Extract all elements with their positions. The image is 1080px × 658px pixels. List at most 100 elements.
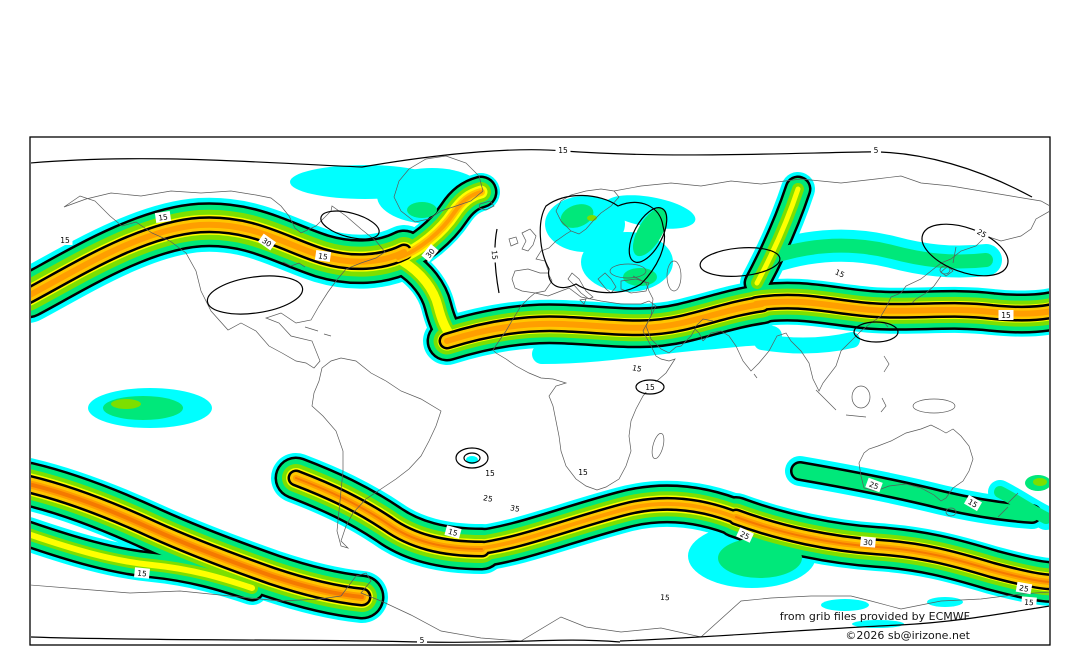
coastline	[492, 287, 676, 491]
svg-text:15: 15	[158, 212, 169, 222]
spread-contour	[539, 194, 665, 294]
svg-text:25: 25	[739, 529, 752, 541]
contour-label: 15	[998, 310, 1014, 320]
svg-text:15: 15	[60, 236, 70, 245]
coastline	[851, 385, 871, 409]
contour-label: 25	[736, 527, 754, 543]
contour-label: 15	[575, 467, 591, 477]
wind-speed-band	[396, 190, 483, 260]
wind-speed-band	[31, 482, 364, 599]
wind-speed-patch	[718, 538, 802, 578]
coastline	[597, 272, 617, 294]
svg-text:15: 15	[558, 146, 568, 155]
coastline	[63, 190, 386, 369]
contour-label: 5	[417, 635, 427, 644]
contour-label: 15	[482, 468, 498, 478]
contour-label: 35	[506, 501, 524, 515]
coastline	[997, 506, 1009, 518]
coastline	[945, 507, 957, 517]
wind-speed-band	[753, 298, 1049, 317]
coastline	[911, 275, 942, 304]
wind-speed-patch	[821, 599, 869, 611]
coastline	[478, 200, 495, 211]
coastline	[393, 155, 484, 223]
svg-text:15: 15	[485, 469, 495, 478]
svg-text:25: 25	[975, 227, 988, 240]
svg-text:15: 15	[966, 497, 979, 510]
coastline	[535, 230, 572, 271]
contour-label: 15	[964, 494, 982, 512]
coastline	[883, 355, 890, 373]
coastline	[940, 265, 954, 277]
wind-speed-band	[754, 186, 801, 286]
spread-contour	[635, 379, 665, 395]
coastline	[912, 398, 956, 414]
wind-speed-patch	[632, 207, 668, 257]
wind-speed-patch	[581, 232, 673, 292]
svg-text:35: 35	[509, 503, 520, 514]
svg-text:15: 15	[1024, 598, 1035, 608]
svg-text:5: 5	[874, 146, 879, 155]
contour-label: 15	[831, 265, 849, 281]
coastline	[952, 246, 957, 264]
svg-text:15: 15	[834, 267, 847, 279]
wind-speed-patch	[466, 456, 478, 464]
spread-contour	[320, 210, 380, 240]
wind-speed-patch	[103, 396, 183, 420]
wind-speed-band	[31, 531, 255, 591]
coastline	[31, 572, 1049, 642]
svg-text:15: 15	[447, 527, 459, 538]
wind-speed-patch	[927, 597, 963, 607]
svg-text:15: 15	[660, 593, 671, 603]
coastline	[702, 211, 1049, 392]
coastline	[880, 397, 887, 413]
contour-label: 5	[871, 145, 881, 155]
spread-contour	[31, 636, 621, 643]
coastline	[304, 326, 319, 332]
coastline	[323, 333, 332, 337]
coastline	[511, 268, 553, 294]
spread-contour	[619, 605, 1049, 642]
svg-text:15: 15	[631, 363, 642, 374]
wind-speed-patch	[1033, 478, 1047, 486]
wind-speed-band	[754, 332, 860, 354]
coastline	[508, 236, 519, 247]
wind-speed-patch	[407, 202, 437, 218]
wind-speed-ribbons	[31, 165, 1049, 628]
contour-label: 25	[1015, 581, 1033, 595]
svg-text:25: 25	[1018, 583, 1029, 594]
spread-contour	[206, 275, 304, 315]
coastline	[609, 263, 647, 279]
contour-label: 15	[642, 382, 658, 392]
contour-label: 15	[134, 567, 150, 579]
svg-text:15: 15	[645, 383, 655, 392]
coastline	[651, 433, 665, 459]
spread-contour	[699, 247, 781, 277]
coastline	[579, 298, 587, 305]
spread-contour	[921, 223, 1009, 277]
wind-speed-band	[735, 516, 1049, 583]
coastline	[567, 272, 594, 300]
contour-label: 15	[489, 247, 501, 263]
wind-speed-band	[444, 301, 765, 344]
wind-speed-patch	[587, 215, 597, 221]
attribution-source: from grib files provided by ECMWF	[779, 610, 970, 623]
svg-text:30: 30	[863, 538, 874, 548]
svg-text:15: 15	[137, 569, 148, 579]
svg-text:15: 15	[578, 468, 588, 477]
coastline	[753, 373, 758, 379]
contour-label: 15	[314, 250, 332, 262]
svg-text:25: 25	[868, 480, 880, 492]
coastline	[939, 265, 951, 275]
coastline	[311, 357, 442, 549]
contour-label: 30	[860, 536, 876, 548]
svg-text:15: 15	[490, 250, 500, 261]
spread-contour	[628, 207, 668, 263]
wind-speed-patch	[560, 204, 594, 228]
wind-speed-band	[474, 501, 744, 551]
contour-label: 15	[57, 235, 73, 245]
svg-text:15: 15	[1001, 311, 1011, 320]
